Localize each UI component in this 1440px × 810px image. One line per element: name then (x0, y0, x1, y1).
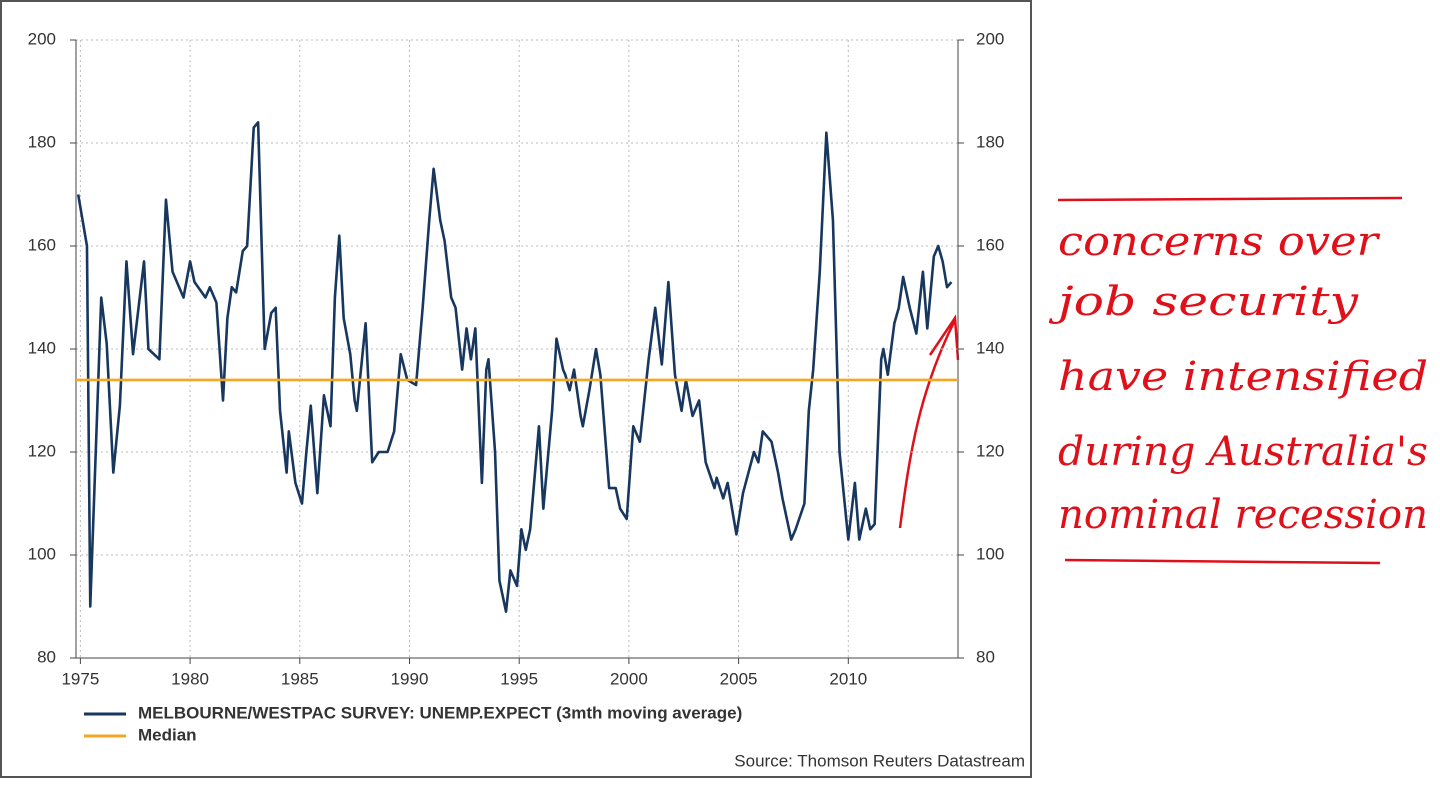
x-tick-label: 2005 (720, 669, 758, 688)
x-tick-label: 1990 (391, 669, 429, 688)
annotation-line: concerns over (1058, 219, 1381, 265)
arrow (898, 314, 960, 529)
legend-label: Median (138, 725, 197, 744)
y2-tick-label: 100 (976, 544, 1004, 563)
x-tick-label: 2010 (829, 669, 867, 688)
y2-tick-label: 180 (976, 132, 1004, 151)
data-line (76, 121, 953, 613)
x-tick-label: 1980 (171, 669, 209, 688)
y2-tick-label: 120 (976, 441, 1004, 460)
frame (0, 0, 1032, 778)
y-tick-label: 120 (28, 441, 56, 460)
annotation-line: job security (1048, 279, 1360, 325)
underline (1057, 196, 1403, 202)
x-tick-label: 1985 (281, 669, 319, 688)
underline (1064, 558, 1381, 565)
legend-label: MELBOURNE/WESTPAC SURVEY: UNEMP.EXPECT (… (138, 703, 742, 722)
y2-tick-label: 160 (976, 235, 1004, 254)
annotation-line: nominal recession (1058, 492, 1428, 538)
y-tick-label: 140 (28, 338, 56, 357)
y-tick-label: 180 (28, 132, 56, 151)
y-tick-label: 160 (28, 235, 56, 254)
annotation-line: have intensified (1058, 354, 1428, 400)
x-tick-label: 2000 (610, 669, 648, 688)
annotation-line: during Australia's (1058, 429, 1428, 475)
y2-tick-label: 200 (976, 29, 1004, 48)
x-tick-label: 1975 (61, 669, 99, 688)
y2-tick-label: 80 (976, 647, 995, 666)
x-tick-label: 1995 (500, 669, 538, 688)
y-tick-label: 100 (28, 544, 56, 563)
y-tick-label: 80 (37, 647, 56, 666)
source: Source: Thomson Reuters Datastream (734, 751, 1025, 770)
y2-tick-label: 140 (976, 338, 1004, 357)
y-tick-label: 200 (28, 29, 56, 48)
